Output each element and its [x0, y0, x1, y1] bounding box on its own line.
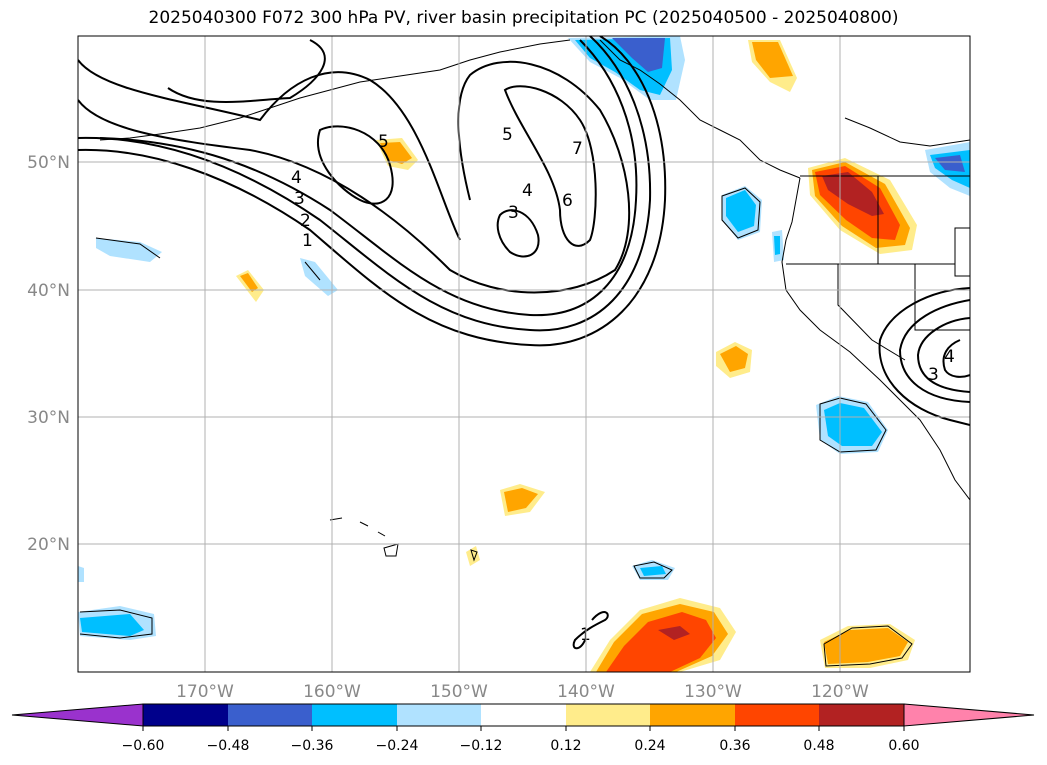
- colorbar-segment: [481, 704, 566, 726]
- colorbar-tick-label: 0.60: [888, 738, 919, 754]
- contour-label: 2: [300, 211, 311, 231]
- colorbar-segment: [143, 704, 228, 726]
- contour-label: 3: [294, 189, 305, 209]
- contour-label: 6: [562, 191, 573, 211]
- colorbar-tick-label: 0.36: [719, 738, 750, 754]
- map-area: 5 4 3 2 1 5 4 3 6 7 1 3 4: [78, 36, 970, 672]
- colorbar: −0.60 −0.48 −0.36 −0.24 −0.12 0.12 0.24 …: [11, 703, 1035, 754]
- colorbar-segment: [11, 703, 144, 727]
- colorbar-segment: [650, 704, 735, 726]
- gridlines: [78, 36, 970, 672]
- lat-label: 20°N: [27, 535, 70, 555]
- contour-label: 5: [502, 125, 513, 145]
- contour-label: 1: [580, 625, 591, 645]
- colorbar-segment: [735, 704, 819, 726]
- lon-labels: 170°W 160°W 150°W 140°W 130°W 120°W: [176, 682, 869, 702]
- lon-label: 150°W: [430, 682, 488, 702]
- colorbar-tick-labels: −0.60 −0.48 −0.36 −0.24 −0.12 0.12 0.24 …: [122, 738, 920, 754]
- contour-label: 5: [378, 132, 389, 152]
- colorbar-tick-label: −0.12: [460, 738, 503, 754]
- contour-label: 7: [572, 139, 583, 159]
- colorbar-segment: [228, 704, 312, 726]
- borders: [786, 175, 970, 361]
- colorbar-ticks: [142, 726, 905, 731]
- colorbar-tick-label: 0.24: [634, 738, 665, 754]
- coastlines: [79, 39, 970, 667]
- lon-label: 170°W: [176, 682, 234, 702]
- pv-contours: [78, 36, 970, 650]
- colorbar-segment: [903, 703, 1035, 727]
- colorbar-tick-label: 0.48: [803, 738, 834, 754]
- colorbar-segment: [312, 704, 397, 726]
- contour-label: 3: [508, 203, 519, 223]
- colorbar-tick-label: 0.12: [550, 738, 581, 754]
- chart-title: 2025040300 F072 300 hPa PV, river basin …: [148, 8, 899, 28]
- lat-label: 40°N: [27, 281, 70, 301]
- contour-label: 3: [928, 365, 939, 385]
- lon-label: 130°W: [684, 682, 742, 702]
- colorbar-segment: [566, 704, 650, 726]
- colorbar-tick-label: −0.36: [291, 738, 334, 754]
- colorbar-outline: [142, 703, 905, 727]
- colorbar-tick-label: −0.60: [122, 738, 165, 754]
- colorbar-tick-label: −0.48: [207, 738, 250, 754]
- lon-label: 160°W: [303, 682, 361, 702]
- contour-label: 1: [302, 231, 313, 251]
- lon-label: 140°W: [557, 682, 615, 702]
- colorbar-tick-label: −0.24: [376, 738, 419, 754]
- lon-label: 120°W: [811, 682, 869, 702]
- contour-label: 4: [291, 168, 302, 188]
- lat-labels: 50°N 40°N 30°N 20°N: [27, 153, 70, 555]
- contour-labels: 5 4 3 2 1 5 4 3 6 7 1 3 4: [291, 125, 955, 645]
- contour-label: 4: [522, 181, 533, 201]
- contour-label: 4: [944, 347, 955, 367]
- colorbar-segment: [819, 704, 904, 726]
- map-frame: [77, 35, 971, 673]
- precip-shading: [78, 36, 970, 672]
- colorbar-segment: [397, 704, 481, 726]
- lat-label: 30°N: [27, 408, 70, 428]
- lat-label: 50°N: [27, 153, 70, 173]
